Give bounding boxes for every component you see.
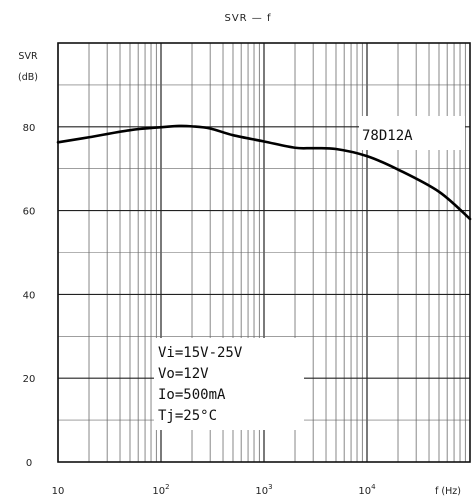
y-axis-label: SVR xyxy=(18,51,38,62)
data-series xyxy=(56,124,472,221)
y-tick-label: 0 xyxy=(26,458,32,469)
x-tick-label: 104 xyxy=(358,483,376,497)
test-conditions: Vi=15V-25V Vo=12V Io=500mA Tj=25°C xyxy=(158,345,243,424)
condition-line: Vi=15V-25V xyxy=(158,345,243,361)
condition-line: Vo=12V xyxy=(158,366,209,382)
condition-line: Tj=25°C xyxy=(158,408,217,424)
conditions-background xyxy=(154,338,304,430)
y-tick-label: 20 xyxy=(23,374,36,385)
y-tick-labels: 0 20 40 60 80 xyxy=(23,123,36,469)
y-tick-label: 40 xyxy=(23,290,36,301)
x-tick-labels: 10 102 103 104 xyxy=(52,483,377,497)
condition-line: Io=500mA xyxy=(158,387,226,403)
x-tick-label: 102 xyxy=(152,483,169,497)
y-tick-label: 60 xyxy=(23,207,36,218)
svr-curve xyxy=(56,124,472,221)
x-tick-label: 103 xyxy=(255,483,272,497)
legend-label: 78D12A xyxy=(362,128,413,144)
y-axis-unit: (dB) xyxy=(18,72,38,83)
x-axis-label: f (Hz) xyxy=(435,486,461,497)
legend-background xyxy=(359,116,465,150)
x-tick-label: 10 xyxy=(52,486,65,497)
plot-frame xyxy=(57,42,471,463)
chart-title: SVR — f xyxy=(224,13,271,24)
y-tick-label: 80 xyxy=(23,123,36,134)
